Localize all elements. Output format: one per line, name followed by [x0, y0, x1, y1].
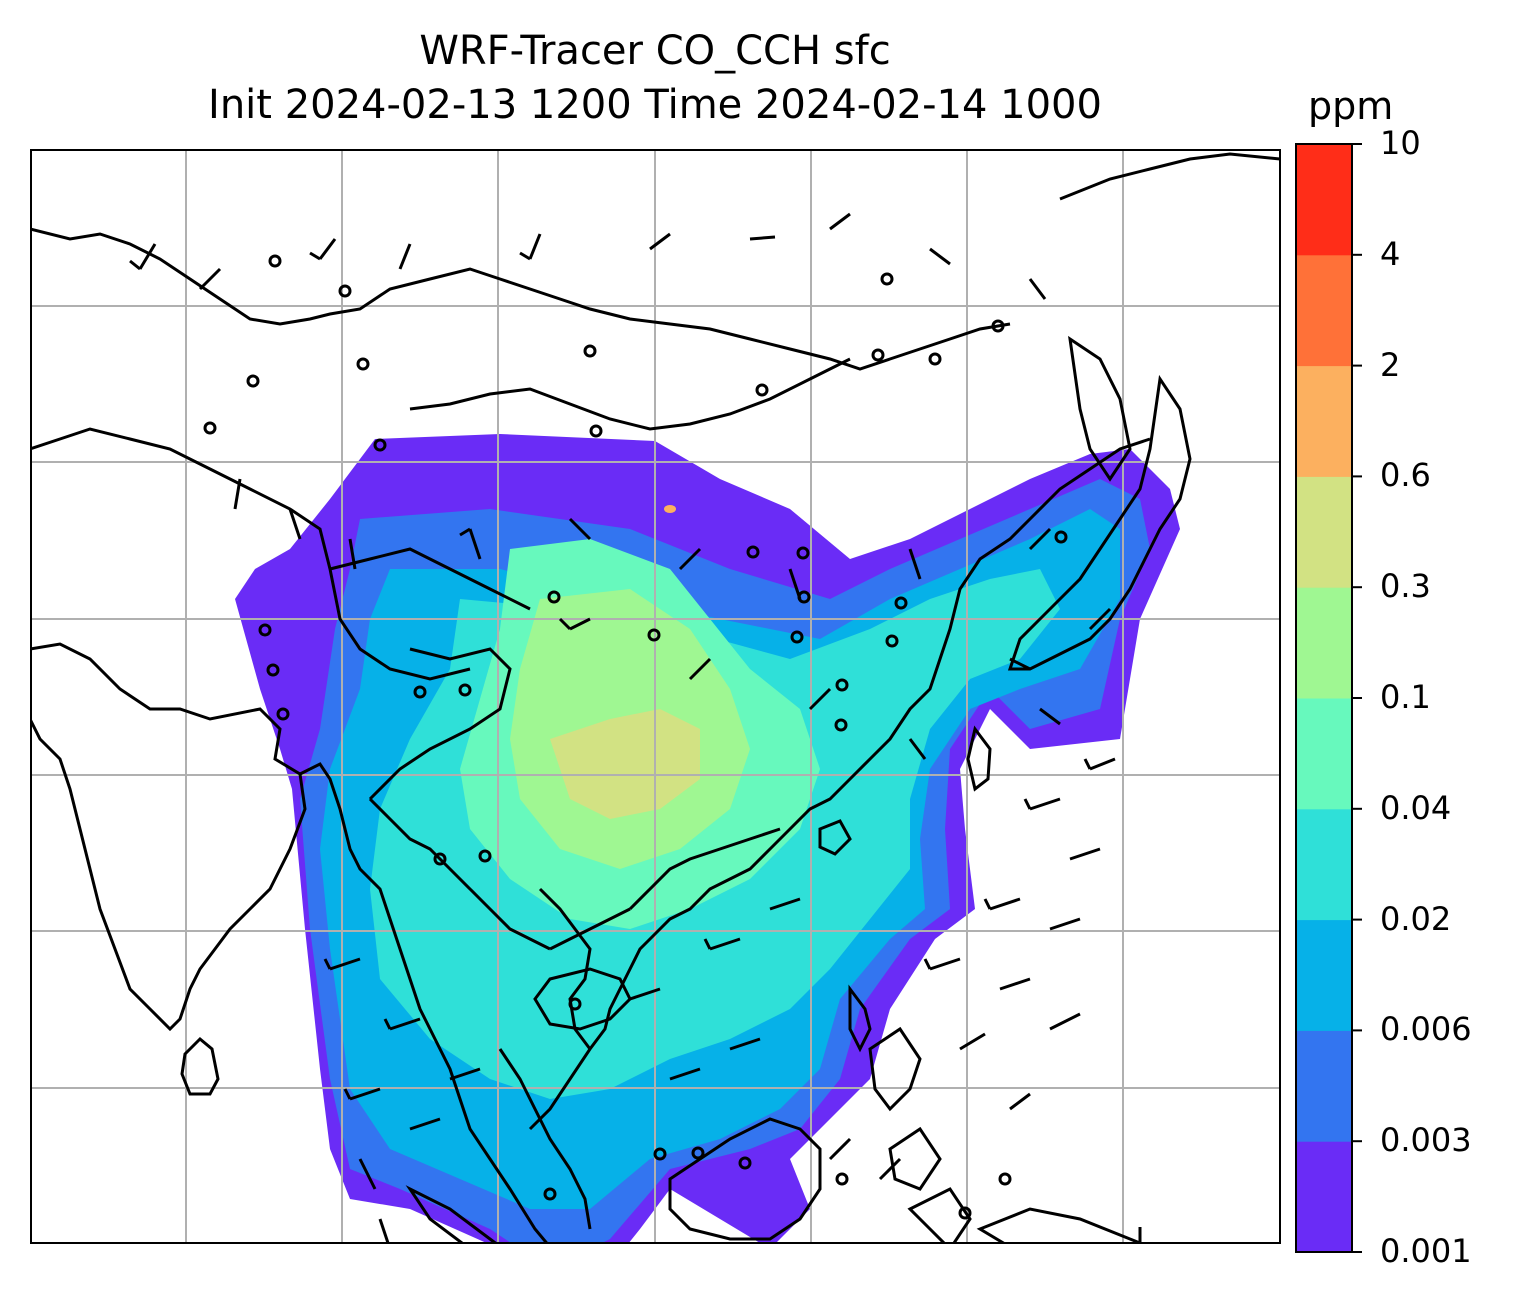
wind-barb [519, 233, 542, 261]
wind-barb [1069, 847, 1101, 861]
chart-title: WRF-Tracer CO_CCH sfc [419, 28, 891, 74]
wind-barb [829, 212, 851, 231]
colorbar-segment [1296, 144, 1352, 256]
wind-barb [669, 1067, 701, 1081]
wind-barb [929, 247, 951, 266]
wind-barb [198, 267, 222, 291]
colorbar-segment [1296, 919, 1352, 1031]
colorbar-tick-label: 0.003 [1380, 1121, 1472, 1160]
colorbar-segment [1296, 1141, 1352, 1253]
wind-barb [629, 987, 661, 1001]
wind-barb [959, 1032, 986, 1051]
wind-barb [348, 538, 357, 570]
colorbar-tick-label: 2 [1380, 345, 1401, 384]
map-panel [30, 149, 1281, 1244]
calm-markers [203, 254, 1068, 1220]
wind-barb [1088, 607, 1112, 631]
wind-barb [649, 232, 671, 251]
wind-barb [568, 517, 592, 541]
wind-barb [378, 1218, 390, 1243]
colorbar-segment [1296, 698, 1352, 810]
wind-barb [1028, 278, 1047, 300]
wind-barb [1049, 1012, 1081, 1031]
chart-subtitle: Init 2024-02-13 1200 Time 2024-02-14 100… [208, 82, 1102, 128]
colorbar-segment [1296, 476, 1352, 588]
wind-barb [309, 238, 337, 261]
wind-barb [459, 527, 482, 560]
fill-06 [664, 505, 676, 513]
wind-barb [288, 508, 302, 540]
wind-barb [769, 897, 801, 911]
wind-barb [908, 548, 922, 580]
wind-barb [983, 897, 1021, 911]
wind-barb [398, 243, 412, 270]
wind-barbs [129, 212, 1116, 1243]
wind-barb [358, 1158, 377, 1190]
wind-barb [749, 235, 776, 241]
fill-03 [550, 709, 700, 819]
wind-barb [678, 547, 702, 571]
coastlines [30, 152, 1280, 1243]
map-frame [30, 149, 1281, 1244]
wind-barb [999, 977, 1031, 991]
wind-barb [1009, 1092, 1031, 1111]
wind-barb [343, 1087, 381, 1101]
wind-barb [828, 1137, 852, 1161]
colorbar-tick-label: 0.001 [1380, 1232, 1472, 1270]
wind-barb [1009, 657, 1031, 671]
colorbar-tick-label: 0.02 [1380, 899, 1452, 938]
wind-barb [808, 687, 832, 711]
wind-barb [1023, 797, 1061, 811]
wind-barb [233, 478, 242, 510]
colorbar-unit: ppm [1308, 84, 1394, 128]
wind-barb [323, 957, 361, 971]
wind-barb [688, 657, 712, 681]
wind-barb [129, 243, 157, 271]
wind-barb [1039, 707, 1061, 726]
colorbar-tick-label: 0.3 [1380, 567, 1431, 606]
wind-barb [449, 1067, 481, 1081]
colorbar-tick-label: 0.006 [1380, 1010, 1472, 1049]
wind-barb [409, 1117, 441, 1131]
wind-barb [878, 1157, 902, 1181]
colorbar-tick-label: 0.04 [1380, 788, 1452, 827]
wind-barb [1028, 527, 1052, 551]
colorbar-tick-label: 0.1 [1380, 678, 1431, 716]
wind-barb [558, 617, 591, 631]
colorbar-tick-label: 0.6 [1380, 456, 1431, 495]
colorbar-segment [1296, 1030, 1352, 1142]
colorbar-segment [1296, 365, 1352, 477]
wind-barb [1049, 917, 1081, 931]
wind-barb [923, 957, 961, 971]
wind-barb [729, 1037, 761, 1051]
wind-barb [703, 937, 741, 951]
tracer-concentration-fill [235, 434, 1180, 1243]
colorbar-tick-label: 10 [1380, 124, 1421, 162]
colorbar-segment [1296, 254, 1352, 367]
wind-barb [383, 1017, 421, 1031]
colorbar [1295, 143, 1362, 1253]
colorbar-segment [1296, 808, 1352, 921]
wind-barb [908, 738, 927, 760]
gridlines [30, 149, 1280, 1243]
colorbar-segment [1296, 587, 1352, 699]
colorbar-tick-label: 4 [1380, 234, 1401, 273]
wind-barb [1083, 757, 1116, 771]
